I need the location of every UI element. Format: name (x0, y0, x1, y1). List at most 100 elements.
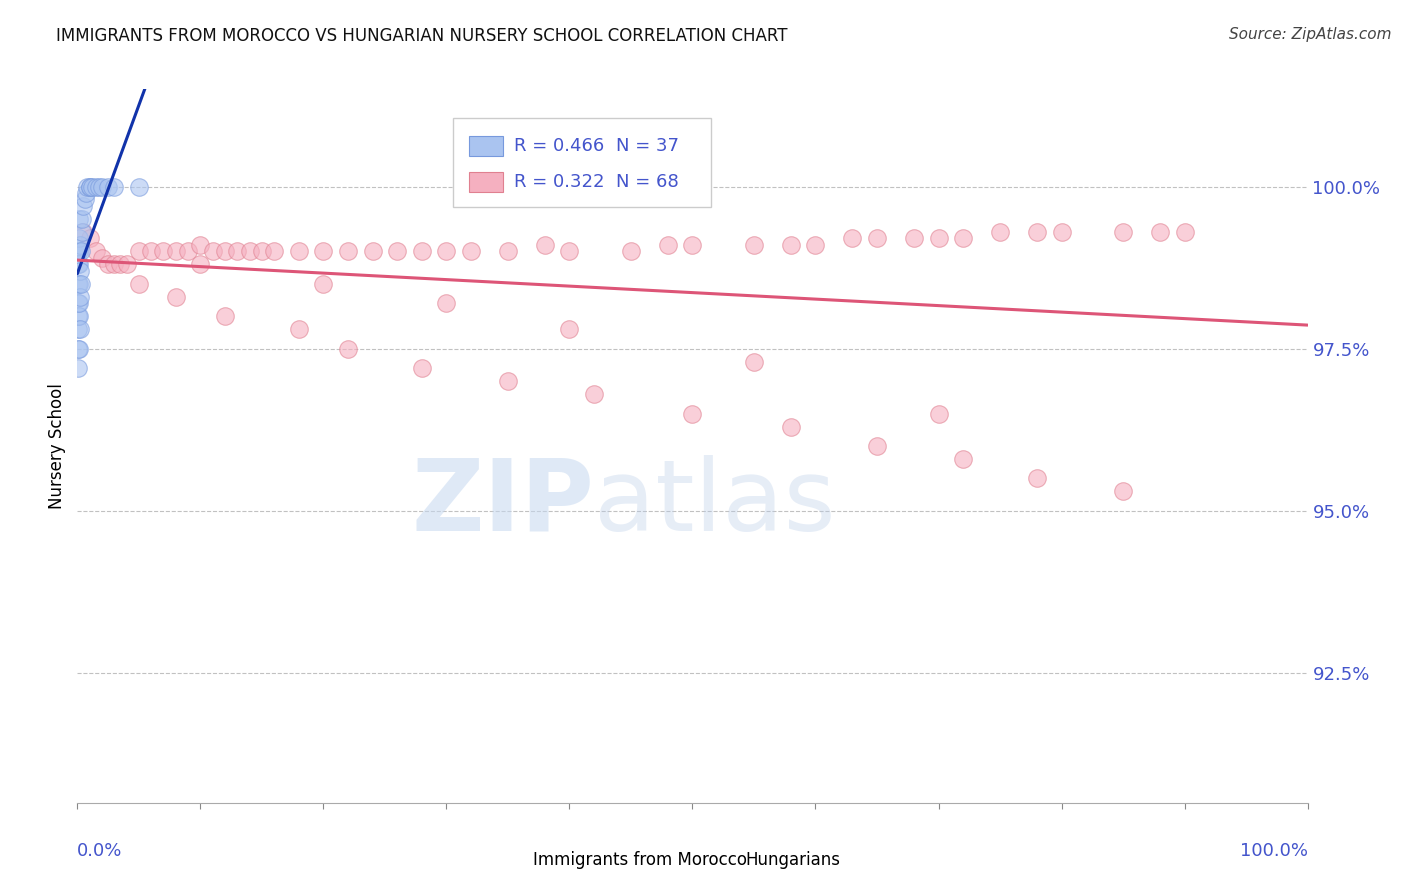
Point (66, 322, 89, 336)
Point (496, 374, 519, 388)
FancyBboxPatch shape (703, 851, 737, 869)
Point (928, 407, 950, 421)
Point (780, 419, 803, 434)
FancyBboxPatch shape (489, 851, 524, 869)
Point (67, 211, 90, 226)
FancyBboxPatch shape (468, 172, 503, 192)
FancyBboxPatch shape (453, 118, 711, 207)
Point (583, 387, 606, 401)
Point (1174, 225, 1197, 239)
Point (79, 231, 101, 245)
Point (866, 231, 889, 245)
Point (214, 244, 236, 259)
Point (70, 277, 93, 291)
Point (67, 342, 90, 356)
Point (79, 179, 101, 194)
Point (188, 257, 212, 271)
Point (337, 244, 360, 259)
Text: N = 68: N = 68 (616, 173, 679, 191)
Point (66, 296, 89, 310)
Point (188, 238, 212, 252)
Point (89, 179, 111, 194)
Point (66, 342, 89, 356)
Point (1050, 225, 1073, 239)
Point (866, 439, 889, 453)
Y-axis label: Nursery School: Nursery School (48, 383, 66, 509)
Point (67, 310, 90, 324)
Point (1026, 471, 1049, 485)
Point (436, 244, 458, 259)
Point (97, 257, 120, 271)
Point (165, 290, 187, 304)
Point (165, 244, 187, 259)
Point (558, 244, 581, 259)
Point (72, 225, 94, 239)
Point (67, 244, 90, 259)
Point (66, 310, 89, 324)
Point (952, 452, 974, 467)
Point (952, 231, 974, 245)
Point (780, 238, 803, 252)
Point (115, 257, 138, 271)
Point (70, 225, 93, 239)
Point (250, 244, 273, 259)
Point (67, 277, 90, 291)
Point (1112, 225, 1135, 239)
Point (177, 244, 200, 259)
Point (69, 264, 91, 278)
Point (1149, 225, 1171, 239)
Point (928, 231, 950, 245)
Point (69, 322, 91, 336)
Text: Immigrants from Morocco: Immigrants from Morocco (533, 851, 747, 869)
Point (90, 179, 114, 194)
Point (682, 238, 704, 252)
FancyBboxPatch shape (468, 136, 503, 156)
Point (152, 244, 174, 259)
Point (411, 244, 433, 259)
Point (460, 244, 482, 259)
Point (66, 244, 89, 259)
Point (558, 322, 581, 336)
Point (97, 179, 120, 194)
Text: R = 0.466: R = 0.466 (515, 137, 605, 155)
Point (69, 290, 91, 304)
Point (385, 244, 409, 259)
Point (312, 244, 335, 259)
Point (66, 257, 89, 271)
Point (361, 244, 384, 259)
Point (70, 244, 93, 259)
Point (128, 277, 150, 291)
Text: IMMIGRANTS FROM MOROCCO VS HUNGARIAN NURSERY SCHOOL CORRELATION CHART: IMMIGRANTS FROM MOROCCO VS HUNGARIAN NUR… (56, 27, 787, 45)
Text: R = 0.322: R = 0.322 (515, 173, 605, 191)
Point (90, 251, 114, 265)
Point (804, 238, 827, 252)
Point (436, 296, 458, 310)
Point (1112, 484, 1135, 499)
Point (742, 238, 765, 252)
Text: Source: ZipAtlas.com: Source: ZipAtlas.com (1229, 27, 1392, 42)
Point (263, 244, 285, 259)
Point (226, 244, 249, 259)
Text: Hungarians: Hungarians (745, 851, 841, 869)
Point (1026, 225, 1049, 239)
Point (103, 257, 125, 271)
Text: ZIP: ZIP (411, 455, 595, 551)
Point (337, 342, 360, 356)
Point (82, 179, 104, 194)
Point (288, 244, 311, 259)
Point (128, 179, 150, 194)
Point (67, 231, 90, 245)
Point (903, 231, 925, 245)
Point (214, 310, 236, 324)
Point (411, 361, 433, 376)
Point (73, 193, 96, 207)
Point (103, 179, 125, 194)
Point (75, 186, 97, 200)
Point (534, 238, 557, 252)
Point (141, 244, 163, 259)
Point (79, 179, 101, 194)
Point (84, 244, 107, 259)
Point (128, 244, 150, 259)
Point (67, 257, 90, 271)
Point (841, 231, 863, 245)
